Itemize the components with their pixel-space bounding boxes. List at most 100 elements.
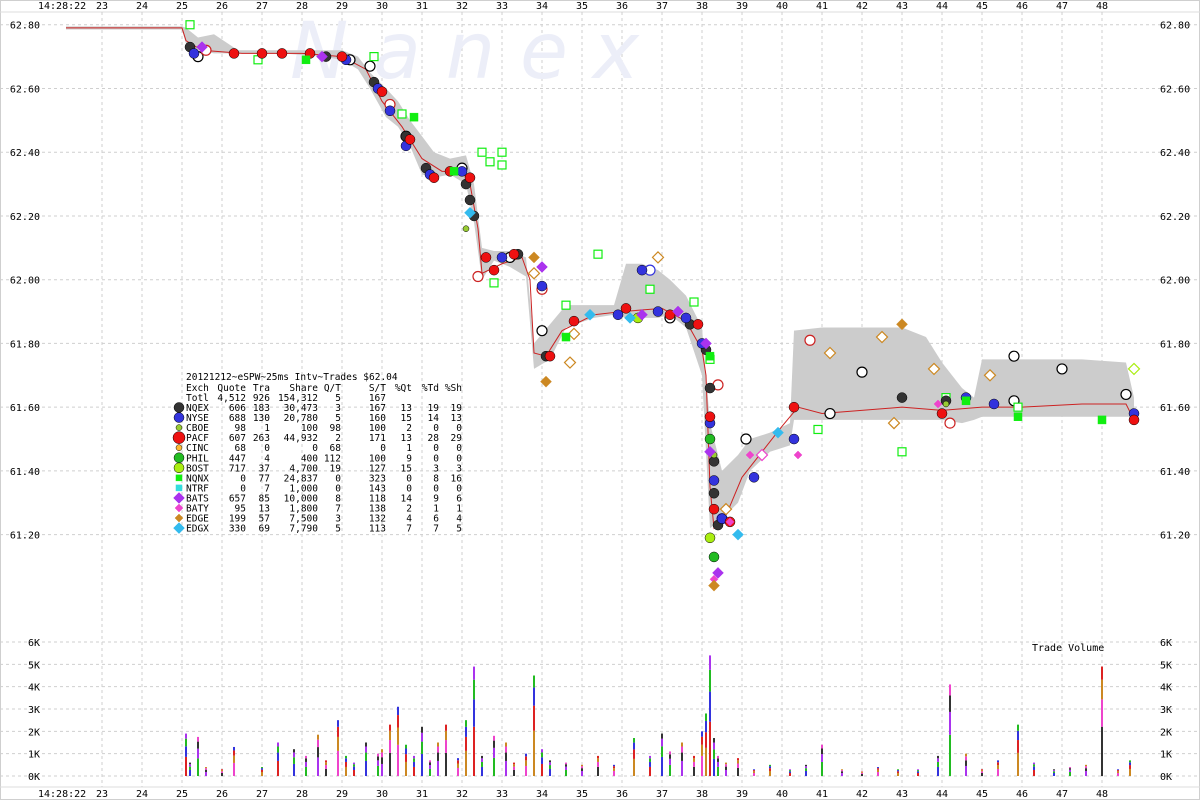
volume-bar [421,753,423,776]
y-tick-label-left: 62.40 [10,148,40,159]
trade-marker-pacf [464,172,476,183]
trade-marker-baty [793,450,803,460]
x-tick-label-top: 48 [1096,1,1108,12]
volume-bar [541,749,543,753]
volume-bar [669,758,671,765]
volume-bar [405,754,407,762]
volume-bar [861,772,863,773]
trade-marker-hollow [561,300,571,310]
volume-bar [581,768,583,771]
volume-bar [789,772,791,776]
legend-row-pacf-cell: 607 [229,433,246,444]
legend-row-pacf-cell: 13 [401,433,412,444]
legend-row-edgx-cell: 330 [229,524,246,535]
volume-bar [277,742,279,747]
trade-marker-nqex [896,392,908,403]
legend-total-cell: 4,512 [217,393,246,404]
volume-bar [305,755,307,759]
legend-row-edge-cell: EDGE [186,514,209,525]
legend-row-phil-cell: 400 [301,453,318,464]
trade-marker-nqnx [301,55,311,65]
trade-marker-edge [540,375,552,388]
volume-title: Trade Volume [1032,643,1104,654]
volume-bar [789,771,791,773]
legend-row-edgx-cell: EDGX [186,524,209,535]
volume-bar [445,752,447,776]
trade-marker-hollow [1008,350,1020,362]
volume-bar [549,768,551,776]
x-tick-label-top: 28 [296,1,308,12]
volume-bar [661,733,663,739]
volume-bar [681,752,683,761]
trade-marker-hollow [369,52,379,62]
legend-title: 20121212~eSPW~25ms Intv~Trades $62.04 [186,372,398,383]
volume-bar [897,770,899,772]
trade-marker-cboe [462,225,470,232]
legend-row-nqnx-cell: 323 [369,473,386,484]
legend-row-ntrf-cell: 0 [406,483,412,494]
volume-bar [505,752,507,761]
trade-marker-nqnx [1013,412,1023,421]
volume-bar [965,753,967,757]
volume-bar [277,760,279,776]
legend-row-baty-cell: 7 [335,504,341,515]
trade-marker-nqnx [1097,415,1107,425]
trade-marker-hollow [804,334,816,346]
volume-bar [1053,769,1055,771]
volume-bar [965,756,967,761]
legend-row-nqnx-cell: 0 [335,473,341,484]
x-tick-label-top: 40 [776,1,788,12]
x-tick-label-bottom: 24 [136,789,148,800]
volume-bar [205,771,207,776]
volume-bar [613,768,615,771]
volume-bar [737,758,739,761]
volume-bar [473,726,475,776]
volume-bar [221,769,223,771]
volume-bar [429,760,431,763]
legend-row-baty-cell: BATY [186,504,209,515]
x-tick-label-bottom: 26 [216,789,228,800]
legend-row-phil-cell: 112 [324,453,341,464]
volume-bar [1085,770,1087,776]
volume-bar [233,755,235,763]
trade-marker-nyse [708,475,720,486]
legend-row-baty-cell: 1 [433,504,439,515]
trade-marker-hollow [1127,362,1141,376]
legend-row-cboe-cell: CBOE [186,423,209,434]
volume-bar [353,762,355,765]
legend-row-cboe-cell: 100 [301,423,318,434]
volume-bar [505,746,507,753]
volume-bar [513,769,515,776]
legend-swatch-bats [173,492,185,504]
trade-marker-bats [672,305,684,318]
legend-row-nqex-cell: 3 [335,403,341,414]
volume-bar [1053,770,1055,772]
volume-bar [1101,679,1103,700]
trade-marker-nyse [384,105,396,117]
volume-bar [305,761,307,767]
legend-row-nyse-cell: 20,780 [284,413,319,424]
legend-row-nqex-cell: 183 [253,403,270,414]
trade-marker-edge [708,579,720,592]
volume-bar [317,747,319,758]
volume-bar [789,769,791,771]
trade-marker-bats [712,567,724,579]
volume-bar [841,769,843,771]
volume-bar [581,766,583,769]
legend-total-cell: 154,312 [278,393,318,404]
volume-bar [293,757,295,764]
legend-row-pacf-cell: PACF [186,433,209,444]
volume-bar [725,769,727,776]
y-tick-label-right: 62.80 [1160,21,1190,32]
y-tick-label-right: 61.60 [1160,403,1190,414]
trade-marker-bats [316,50,328,63]
legend-header-cell: %Qt [395,383,412,394]
volume-bar [413,761,415,767]
volume-bar [701,755,703,776]
trade-marker-hollow [497,147,507,157]
volume-bar [389,730,391,741]
x-tick-label-bottom: 47 [1056,789,1068,800]
y-tick-label-right: 61.20 [1160,531,1190,542]
x-tick-label-bottom: 32 [456,789,468,800]
